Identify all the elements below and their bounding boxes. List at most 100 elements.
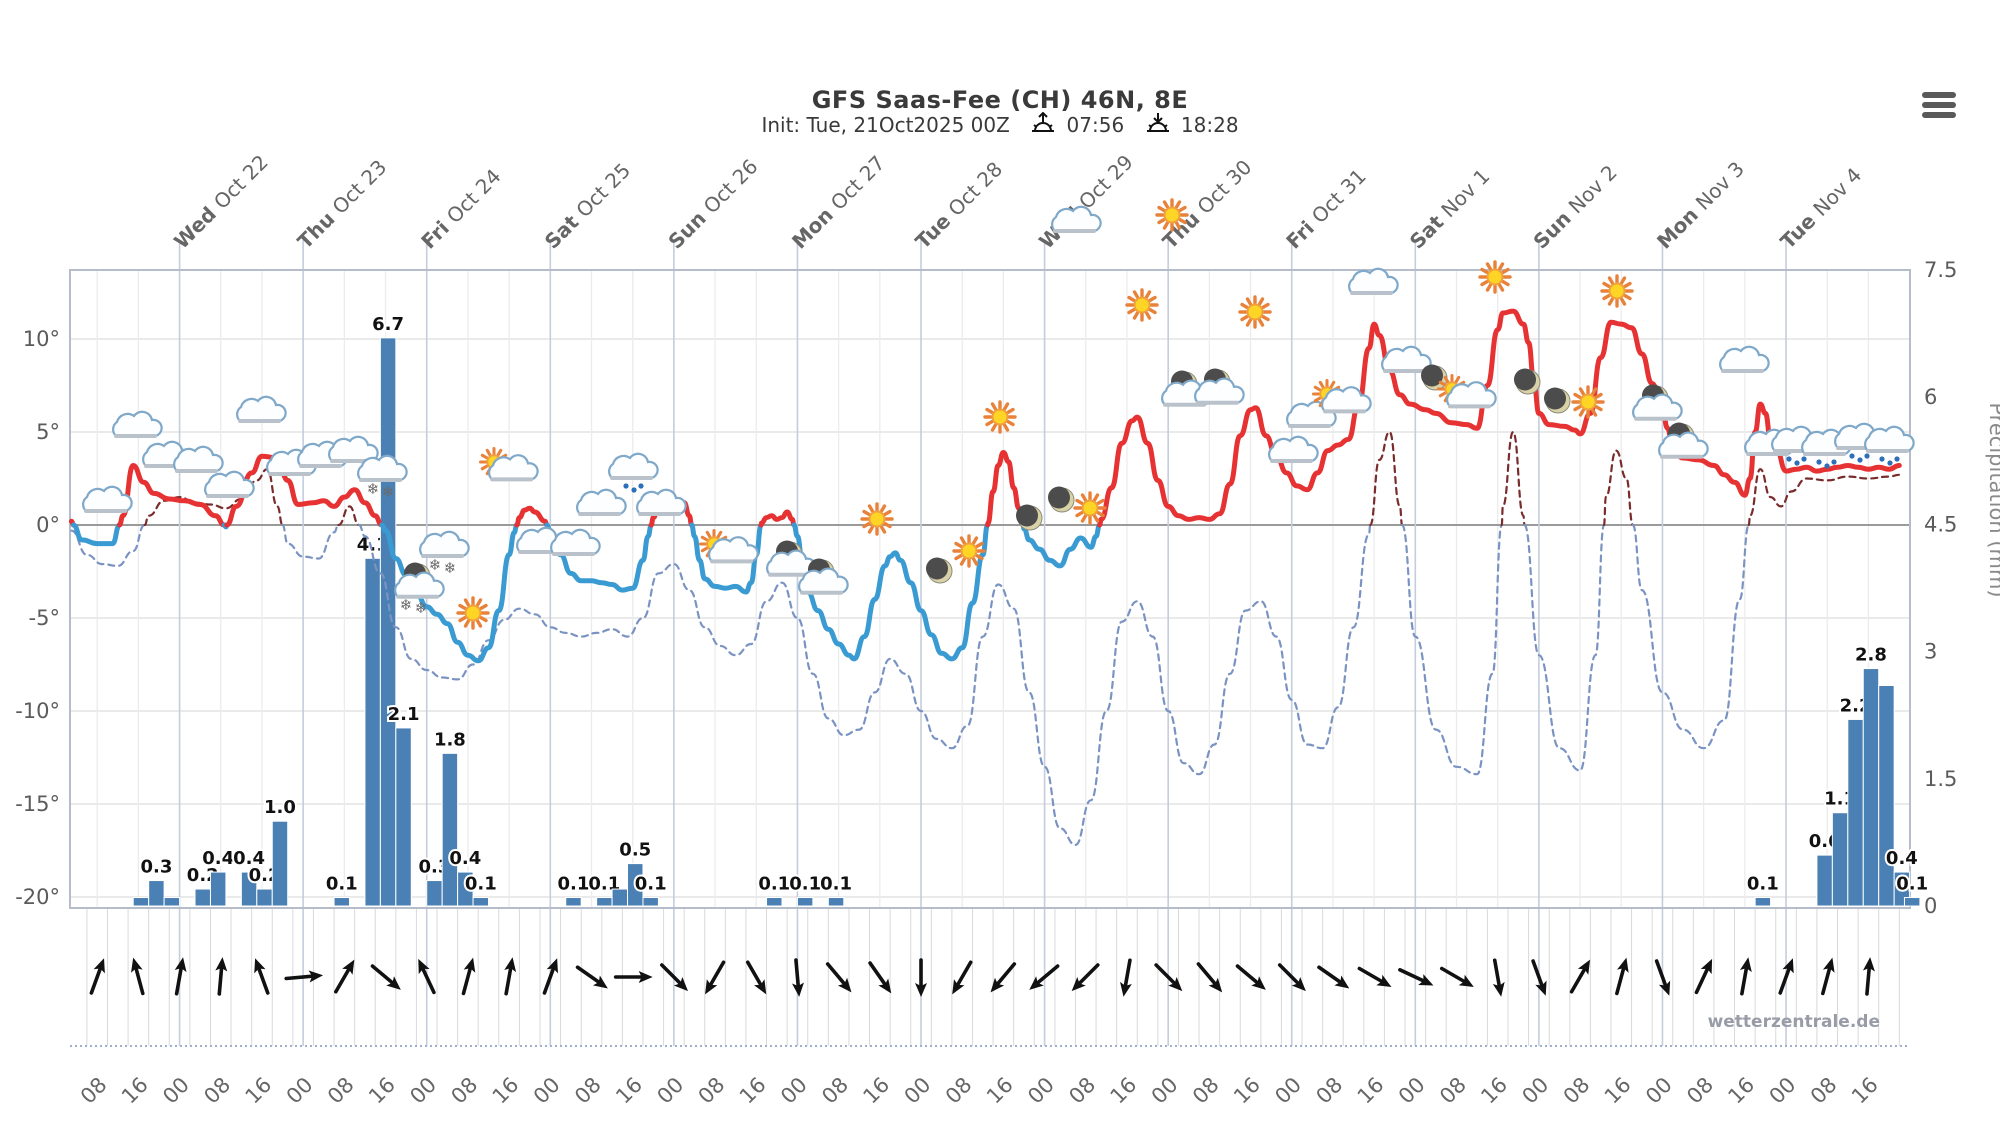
sun-cloud-icon xyxy=(478,446,539,482)
wind-arrow-icon xyxy=(1398,968,1434,986)
hour-label: 00 xyxy=(1517,1073,1553,1109)
precip-bar xyxy=(627,863,644,907)
precip-bar xyxy=(1862,668,1880,907)
precip-bar xyxy=(148,880,165,907)
y-right-tick: 7.5 xyxy=(1924,258,1957,282)
wind-arrow-icon xyxy=(1654,959,1671,996)
sun-icon xyxy=(1073,491,1107,525)
wind-arrow-icon xyxy=(1531,959,1547,996)
hour-label: 16 xyxy=(982,1073,1018,1109)
sun-icon xyxy=(1571,385,1605,419)
sunset-time: 18:28 xyxy=(1180,113,1239,137)
sun-cloud-icon xyxy=(698,528,759,564)
cloud-icon xyxy=(1381,345,1432,373)
page-title: GFS Saas-Fee (CH) 46N, 8E xyxy=(811,86,1189,114)
y-right-tick: 6 xyxy=(1924,385,1937,409)
wind-arrow-icon xyxy=(215,957,228,996)
precip-bar xyxy=(766,897,783,907)
hour-label: 16 xyxy=(858,1073,894,1109)
day-label: Sat Nov 1 xyxy=(1405,164,1494,253)
precip-value-label: 0.1 xyxy=(1896,874,1928,895)
cloud-snow-icon: ❄ ❄ xyxy=(419,530,470,577)
y-right-tick: 1.5 xyxy=(1924,767,1957,791)
precip-bar xyxy=(364,557,381,907)
hour-label: 16 xyxy=(241,1073,277,1109)
hour-label: 16 xyxy=(1353,1073,1389,1109)
hour-label: 00 xyxy=(1270,1073,1306,1109)
precip-bar xyxy=(565,897,582,907)
hour-label: 08 xyxy=(1064,1073,1100,1109)
hour-label: 16 xyxy=(1476,1073,1512,1109)
wind-arrow-icon xyxy=(1821,957,1835,996)
cloud-icon xyxy=(550,528,601,556)
weather-icons: ❄ ❄❄ ❄❄ ❄ xyxy=(82,198,1915,630)
precip-value-label: 0.1 xyxy=(465,874,497,895)
hour-label: 08 xyxy=(199,1073,235,1109)
cloud-icon xyxy=(204,470,255,498)
cloud-snow-icon: ❄ ❄ xyxy=(357,454,408,501)
hour-label: 00 xyxy=(1394,1073,1430,1109)
precip-bar xyxy=(1754,897,1772,907)
wind-arrow-icon xyxy=(1120,958,1132,997)
day-label: Sun Nov 2 xyxy=(1528,160,1621,253)
wind-arrow-icon xyxy=(461,957,476,996)
precip-value-label: 0.4 xyxy=(449,848,481,869)
hour-label: 08 xyxy=(817,1073,853,1109)
wind-arrow-icon xyxy=(745,960,767,995)
hour-label: 08 xyxy=(570,1073,606,1109)
hour-labels: 08 16 00 08 16 00 08 16 00 08 16 00 08 16 00 08 16 00 08 16… xyxy=(76,1073,1883,1109)
sun-icon xyxy=(1478,260,1512,294)
wind-arrow-icon xyxy=(575,965,608,989)
day-label: Fri Oct 31 xyxy=(1281,164,1370,253)
sun-icon xyxy=(860,502,894,536)
precip-value-label: 0.1 xyxy=(558,874,590,895)
hour-label: 16 xyxy=(1847,1073,1883,1109)
precip-value-label: 0.1 xyxy=(820,874,852,895)
wind-arrow-icon xyxy=(1357,966,1392,987)
precip-bar xyxy=(395,727,412,907)
precip-value-label: 0.1 xyxy=(758,874,790,895)
precip-bar xyxy=(472,897,490,907)
wind-arrow-icon xyxy=(915,958,928,997)
hour-label: 08 xyxy=(1311,1073,1347,1109)
precip-bar xyxy=(379,337,397,907)
y-left-tick: 10° xyxy=(23,327,60,351)
wind-arrow-icon xyxy=(952,960,973,995)
day-label: Mon Nov 3 xyxy=(1652,157,1749,254)
cloud-rain-icon xyxy=(1864,425,1915,466)
hamburger-menu-icon[interactable] xyxy=(1922,92,1956,122)
temperature-curve xyxy=(68,308,1902,664)
hour-label: 08 xyxy=(694,1073,730,1109)
wind-arrow-icon xyxy=(613,971,653,983)
svg-text:❄: ❄ xyxy=(382,483,395,501)
hour-label: 08 xyxy=(1806,1073,1842,1109)
cloud-icon xyxy=(1051,205,1102,233)
hour-label: 08 xyxy=(1682,1073,1718,1109)
precip-bars: 0.3 0.20.4 0.40.21.00.14.16.72.10.31.80.40… xyxy=(132,312,1930,907)
hour-label: 08 xyxy=(1559,1073,1595,1109)
wind-arrow-icon xyxy=(791,958,804,997)
hour-label: 16 xyxy=(1600,1073,1636,1109)
y-left-tick: 5° xyxy=(36,420,60,444)
sun-icon xyxy=(983,400,1017,434)
hour-label: 00 xyxy=(900,1073,936,1109)
init-label: Init: Tue, 21Oct2025 00Z xyxy=(761,113,1010,137)
precip-bar xyxy=(827,897,845,907)
day-label: Tue Nov 4 xyxy=(1776,163,1867,254)
sun-icon xyxy=(1125,288,1159,322)
hour-label: 08 xyxy=(1435,1073,1471,1109)
y-left-tick: -10° xyxy=(15,699,60,723)
plot-frame xyxy=(69,269,1911,909)
precip-value-label: 0.5 xyxy=(619,840,651,861)
wind-arrow-icon xyxy=(1196,962,1223,993)
wind-arrow-icon xyxy=(284,970,324,983)
hour-label: 08 xyxy=(323,1073,359,1109)
precip-bar xyxy=(271,820,289,907)
moon-icon xyxy=(1048,486,1075,513)
sun-cloud-icon xyxy=(1311,378,1372,414)
wind-arrow-icon xyxy=(660,963,689,992)
hour-label: 16 xyxy=(611,1073,647,1109)
wind-arrow-icon xyxy=(504,957,517,996)
wind-arrow-icon xyxy=(254,958,270,995)
